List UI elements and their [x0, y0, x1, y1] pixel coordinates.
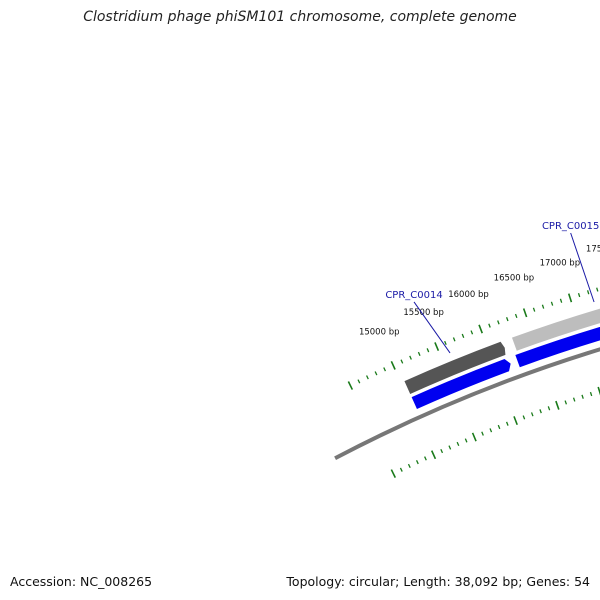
- gene-label: CPR_C0015: [542, 221, 599, 232]
- tick-mark: [426, 348, 430, 353]
- tick-mark: [559, 298, 563, 303]
- tick-mark: [390, 360, 396, 370]
- tick-mark: [505, 421, 509, 426]
- tick-mark: [522, 308, 528, 318]
- leader-line: [570, 232, 595, 303]
- gene-band: [404, 341, 506, 394]
- tick-mark: [461, 333, 465, 338]
- gene-layer: [334, 308, 600, 461]
- tick-mark: [383, 367, 387, 372]
- tick-mark: [532, 307, 536, 312]
- tick-mark: [513, 416, 518, 426]
- tick-mark: [489, 428, 493, 433]
- accession-text: Accession: NC_008265: [10, 574, 153, 589]
- tick-mark: [555, 400, 560, 410]
- gene-band: [511, 308, 600, 351]
- tick-mark: [407, 463, 411, 468]
- gene-label: CPR_C0014: [385, 290, 442, 301]
- tick-mark: [581, 394, 584, 399]
- tick-mark: [452, 337, 456, 342]
- tick-mark: [409, 355, 412, 360]
- tick-mark: [478, 324, 483, 334]
- cds-arrow: [411, 359, 511, 410]
- scale-label: 17500 bp: [586, 245, 600, 255]
- scale-label: 16500 bp: [494, 274, 535, 284]
- tick-mark: [464, 438, 468, 443]
- backbone-arc: [334, 347, 600, 461]
- tick-mark: [522, 415, 526, 420]
- tick-mark: [505, 317, 509, 322]
- tick-mark: [399, 467, 403, 472]
- tick-mark: [444, 340, 447, 346]
- tick-mark: [550, 301, 554, 306]
- tick-mark: [471, 432, 477, 442]
- tick-layer: [347, 287, 600, 479]
- scale-label: 15000 bp: [359, 327, 400, 337]
- tick-mark: [596, 287, 599, 292]
- tick-mark: [470, 330, 474, 335]
- tick-mark: [572, 397, 576, 402]
- tick-mark: [365, 375, 369, 380]
- tick-mark: [357, 379, 361, 384]
- tick-mark: [448, 445, 452, 450]
- tick-mark: [547, 406, 551, 411]
- tick-mark: [374, 371, 378, 376]
- tick-mark: [400, 359, 404, 364]
- genome-summary: Topology: circular; Length: 38,092 bp; G…: [286, 574, 590, 589]
- tick-mark: [541, 304, 545, 309]
- tick-mark: [440, 448, 444, 454]
- tick-mark: [589, 391, 593, 397]
- scale-label: 16000 bp: [448, 290, 489, 300]
- tick-mark: [577, 292, 581, 298]
- tick-mark: [417, 351, 421, 357]
- tick-mark: [456, 441, 460, 447]
- tick-mark: [530, 412, 534, 417]
- tick-mark: [434, 342, 440, 352]
- scale-label: 15500 bp: [403, 308, 444, 318]
- tick-mark: [497, 320, 500, 325]
- tick-mark: [586, 290, 590, 295]
- tick-mark: [488, 323, 491, 328]
- tick-mark: [347, 381, 354, 390]
- tick-mark: [497, 424, 501, 430]
- tick-mark: [481, 431, 484, 436]
- tick-mark: [514, 313, 518, 319]
- tick-mark: [415, 460, 419, 465]
- tick-mark: [567, 293, 573, 303]
- tick-mark: [424, 456, 427, 461]
- tick-mark: [564, 400, 568, 405]
- scale-label: 17000 bp: [540, 258, 581, 268]
- cds-arrow: [515, 326, 600, 368]
- leader-line: [413, 301, 451, 354]
- tick-mark: [390, 469, 397, 479]
- tick-mark: [539, 409, 542, 414]
- tick-mark: [430, 450, 437, 460]
- map-title: Clostridium phage phiSM101 chromosome, c…: [83, 9, 517, 25]
